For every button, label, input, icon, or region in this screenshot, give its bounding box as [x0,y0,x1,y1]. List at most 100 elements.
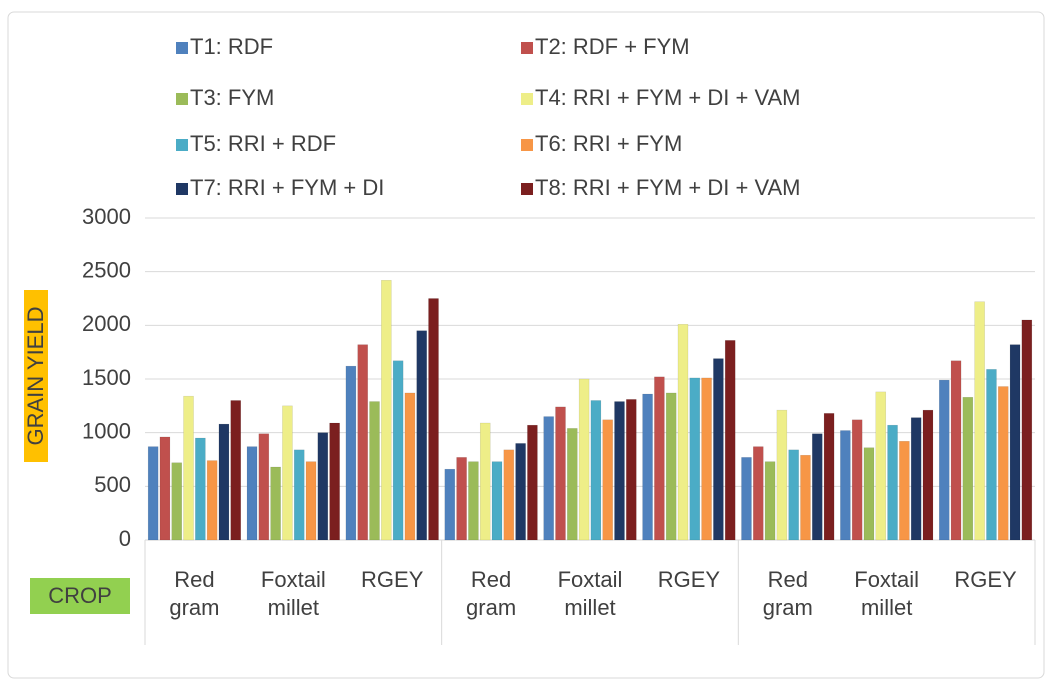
legend-label: T6: RRI + FYM [535,131,682,156]
bar [788,449,799,541]
x-tick-label: RGEY [361,567,424,592]
bar [701,377,712,541]
bar [922,409,934,541]
legend-label: T2: RDF + FYM [535,34,690,59]
bar [381,280,392,541]
bar [456,457,467,541]
legend-label: T7: RRI + FYM + DI [190,175,384,200]
bar [305,461,317,541]
y-tick-label: 1000 [82,418,131,443]
bar [282,405,293,541]
bar [159,436,171,541]
legend-swatch [521,183,533,195]
bar [950,360,962,541]
bar [392,360,404,541]
bar [1021,319,1033,541]
x-tick-label: Red gram [169,567,220,620]
legend-swatch [176,42,188,54]
bar [910,417,922,541]
legend-label: T4: RRI + FYM + DI + VAM [535,85,800,110]
y-axis-label-box: GRAIN YIELD [23,290,48,462]
bar [246,446,258,541]
legend-swatch [176,139,188,151]
y-axis-label: GRAIN YIELD [23,306,48,446]
bar [689,377,701,541]
legend-swatch [521,42,533,54]
bar [317,432,329,541]
bar [147,446,159,541]
bar [812,433,823,541]
legend-swatch [521,93,533,105]
bar [195,437,206,541]
bar [444,468,456,541]
bar [329,422,340,541]
bar [270,466,281,541]
legend-swatch [176,93,188,105]
bar [626,399,637,541]
x-tick-label: RGEY [954,567,1017,592]
bar [206,460,218,541]
bar [665,392,677,541]
bar [258,433,270,541]
bar [776,409,788,541]
bar [527,424,538,541]
y-tick-label: 3000 [82,204,131,229]
bar [753,446,764,541]
bar [724,340,736,541]
legend-swatch [176,183,188,195]
bar [939,379,950,541]
x-tick-label: Red gram [762,567,813,620]
y-tick-label: 1500 [82,365,131,390]
bar [713,358,724,541]
bar [899,441,910,541]
bar [567,428,578,541]
bar [357,344,368,541]
x-tick-label: Red gram [466,567,517,620]
bar [800,454,811,541]
bar [416,330,427,541]
bar [578,378,590,541]
bar [602,419,613,541]
bar [171,462,182,541]
bar [503,449,515,541]
legend-label: T3: FYM [190,85,274,110]
bar [677,324,689,541]
y-tick-label: 0 [119,526,131,551]
bar [851,419,863,541]
bar [345,365,357,541]
bar [887,424,898,541]
bar [428,298,439,541]
bar [555,406,566,541]
bar [986,369,997,541]
bar [369,401,380,541]
bar [863,447,875,541]
legend-label: T5: RRI + RDF [190,131,336,156]
x-tick-label: Foxtail millet [557,567,623,620]
bar [590,400,602,541]
bar [764,461,776,541]
bar [998,386,1009,541]
legend-label: T1: RDF [190,34,273,59]
bar [654,376,665,541]
bar [962,396,974,541]
y-tick-label: 500 [94,472,131,497]
y-tick-label: 2000 [82,311,131,336]
legend-swatch [521,139,533,151]
y-tick-label: 2500 [82,257,131,282]
bar [491,461,503,541]
bar [293,449,305,541]
bar [479,422,491,541]
bar [875,391,887,541]
x-tick-label: Foxtail millet [260,567,326,620]
bar [218,423,230,541]
bar [183,395,194,541]
bar [230,400,241,541]
x-tick-label: RGEY [657,567,721,592]
bar [840,430,851,541]
bar [543,416,554,541]
bar [468,461,479,541]
legend-label: T8: RRI + FYM + DI + VAM [535,175,800,200]
x-tick-label: Foxtail millet [854,567,920,620]
